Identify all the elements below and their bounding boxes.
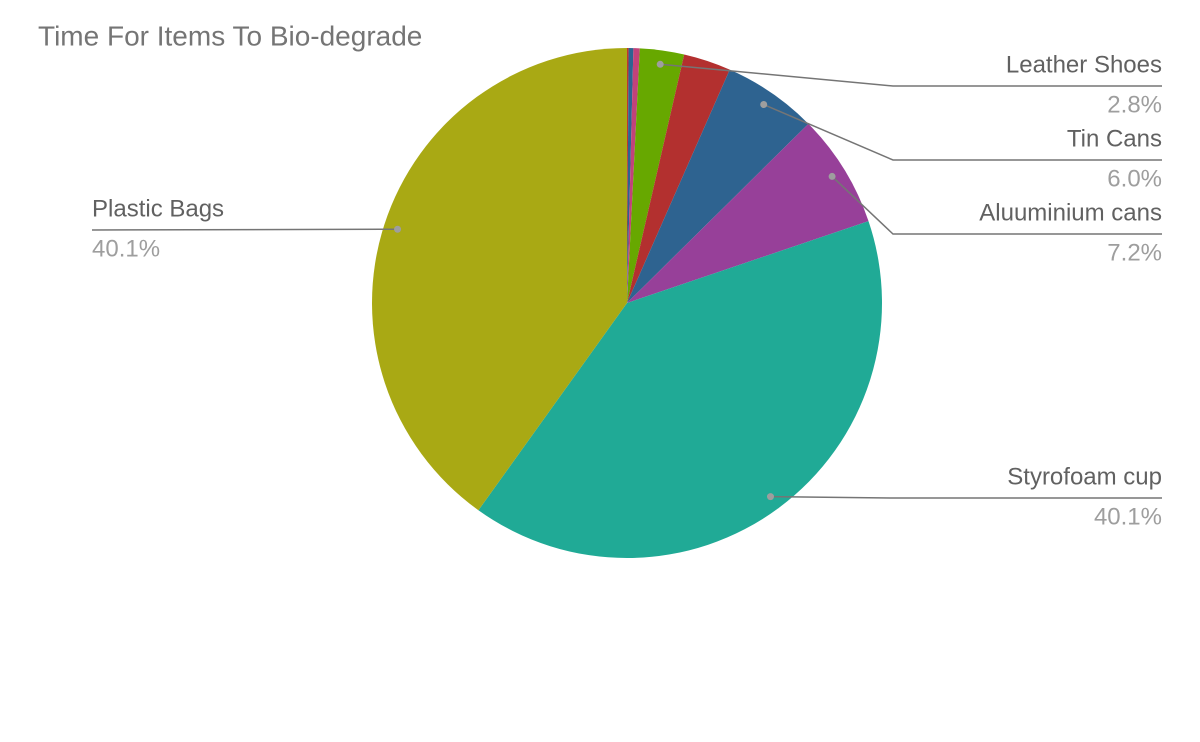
- leader-dot: [828, 172, 836, 180]
- slice-label: Aluuminium cans: [979, 199, 1162, 226]
- pie-slice: [627, 69, 809, 304]
- leader-line: [770, 495, 1162, 499]
- leader-dot: [394, 225, 402, 233]
- pie-slice: [627, 48, 685, 303]
- pie-slice: [627, 123, 869, 304]
- value-label: 6.0%: [1107, 165, 1162, 192]
- leader-line: [660, 63, 1162, 87]
- pie-slice: [372, 48, 627, 511]
- slice-label: Styrofoam cup: [1007, 463, 1162, 490]
- value-label: 7.2%: [1107, 239, 1162, 266]
- value-label: 40.1%: [1094, 503, 1162, 530]
- pie-slice: [627, 48, 640, 303]
- chart-title: Time For Items To Bio-degrade: [38, 20, 422, 51]
- value-label: 40.1%: [92, 235, 160, 262]
- leader-line: [91, 228, 398, 231]
- leader-line: [831, 175, 1162, 235]
- slice-label: Leather Shoes: [1006, 51, 1162, 78]
- leader-dot: [760, 101, 768, 109]
- value-label: 2.8%: [1107, 91, 1162, 118]
- pie-slice: [627, 54, 730, 303]
- pie-slice: [627, 48, 629, 303]
- slice-label: Plastic Bags: [92, 195, 224, 222]
- leader-dot: [656, 60, 664, 68]
- pie-slice: [627, 48, 634, 303]
- slice-label: Tin Cans: [1067, 125, 1162, 152]
- leader-dot: [766, 493, 774, 501]
- pie-slice: [478, 221, 883, 559]
- leader-line: [763, 103, 1162, 161]
